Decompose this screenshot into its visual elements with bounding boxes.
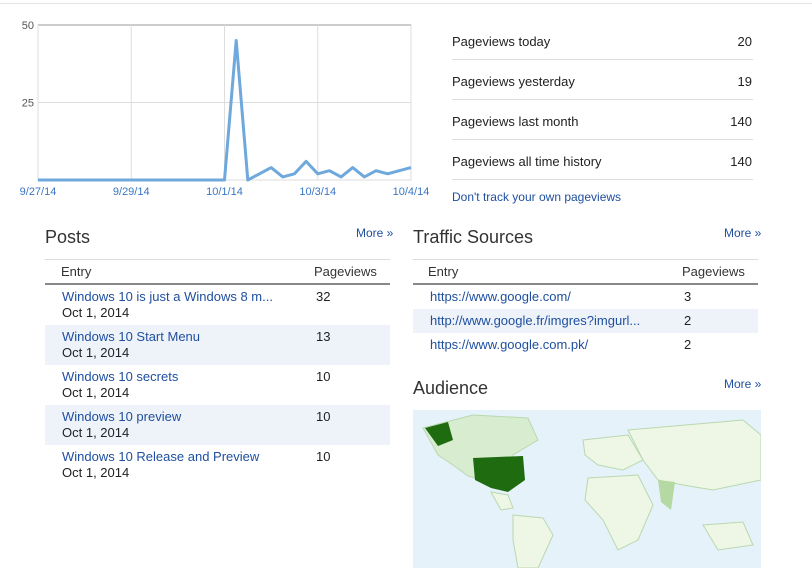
x-tick-label: 9/29/14: [113, 186, 150, 198]
source-pageviews: 2: [684, 337, 692, 352]
divider: [45, 283, 390, 285]
post-date: Oct 1, 2014: [62, 305, 130, 320]
post-pageviews: 32: [316, 289, 331, 304]
row-bg: [45, 325, 390, 365]
x-tick-label: 10/1/14: [206, 186, 243, 198]
land-india: [658, 480, 675, 510]
source-link[interactable]: https://www.google.com.pk/: [430, 337, 589, 352]
stat-label: Pageviews today: [452, 34, 551, 49]
post-link[interactable]: Windows 10 secrets: [62, 369, 179, 384]
source-pageviews: 3: [684, 289, 692, 304]
pageviews-chart: 25 50 9/27/14 9/29/14 10/1/14 10/3/14 10/4/14: [20, 20, 430, 198]
traffic-title: Traffic Sources: [413, 227, 534, 247]
post-pageviews: 10: [316, 369, 331, 384]
post-pageviews: 10: [316, 449, 331, 464]
post-pageviews: 10: [316, 409, 331, 424]
divider: [452, 99, 753, 100]
land: [490, 491, 514, 511]
post-link[interactable]: Windows 10 is just a Windows 8 m...: [62, 289, 273, 304]
stat-label: Pageviews all time history: [452, 154, 602, 169]
column-header: Pageviews: [682, 264, 745, 279]
column-header: Pageviews: [314, 264, 377, 279]
post-pageviews: 13: [316, 329, 331, 344]
divider: [413, 259, 758, 260]
land-alaska: [425, 422, 453, 446]
divider: [452, 139, 753, 140]
x-tick-label: 10/3/14: [299, 186, 336, 198]
post-date: Oct 1, 2014: [62, 345, 130, 360]
audience-title: Audience: [413, 378, 489, 398]
column-header: Entry: [428, 264, 459, 279]
audience-more[interactable]: More »: [724, 377, 762, 391]
source-link[interactable]: http://www.google.fr/imgres?imgurl...: [430, 313, 641, 328]
land: [627, 419, 761, 491]
land: [584, 474, 654, 551]
row-bg: [413, 309, 758, 333]
y-tick-label: 50: [22, 20, 34, 32]
post-link[interactable]: Windows 10 Release and Preview: [62, 449, 260, 464]
source-pageviews: 2: [684, 313, 692, 328]
posts-title: Posts: [45, 227, 91, 247]
traffic-more[interactable]: More »: [724, 226, 762, 240]
land: [582, 434, 644, 471]
stat-value: 140: [730, 154, 752, 169]
post-date: Oct 1, 2014: [62, 465, 130, 480]
posts-more[interactable]: More »: [356, 226, 394, 240]
world-map: [413, 410, 761, 568]
divider: [452, 179, 753, 180]
stat-value: 19: [737, 74, 752, 89]
stat-label: Pageviews yesterday: [452, 74, 575, 89]
divider: [45, 259, 390, 260]
stat-label: Pageviews last month: [452, 114, 579, 129]
x-tick-label: 10/4/14: [393, 186, 430, 198]
land: [512, 514, 554, 568]
stat-value: 20: [737, 34, 752, 49]
post-link[interactable]: Windows 10 preview: [62, 409, 182, 424]
y-tick-label: 25: [22, 98, 34, 110]
post-link[interactable]: Windows 10 Start Menu: [62, 329, 201, 344]
row-bg: [45, 405, 390, 445]
divider: [452, 59, 753, 60]
land: [702, 521, 754, 551]
post-date: Oct 1, 2014: [62, 425, 130, 440]
line: [38, 39, 412, 182]
x-tick-label: 9/27/14: [20, 186, 57, 198]
column-header: Entry: [61, 264, 92, 279]
post-date: Oct 1, 2014: [62, 385, 130, 400]
stats-link[interactable]: Don't track your own pageviews: [452, 190, 622, 204]
land-usa: [473, 456, 525, 492]
divider: [413, 283, 758, 285]
top-border: [0, 3, 812, 4]
source-link[interactable]: https://www.google.com/: [430, 289, 571, 304]
stat-value: 140: [730, 114, 752, 129]
